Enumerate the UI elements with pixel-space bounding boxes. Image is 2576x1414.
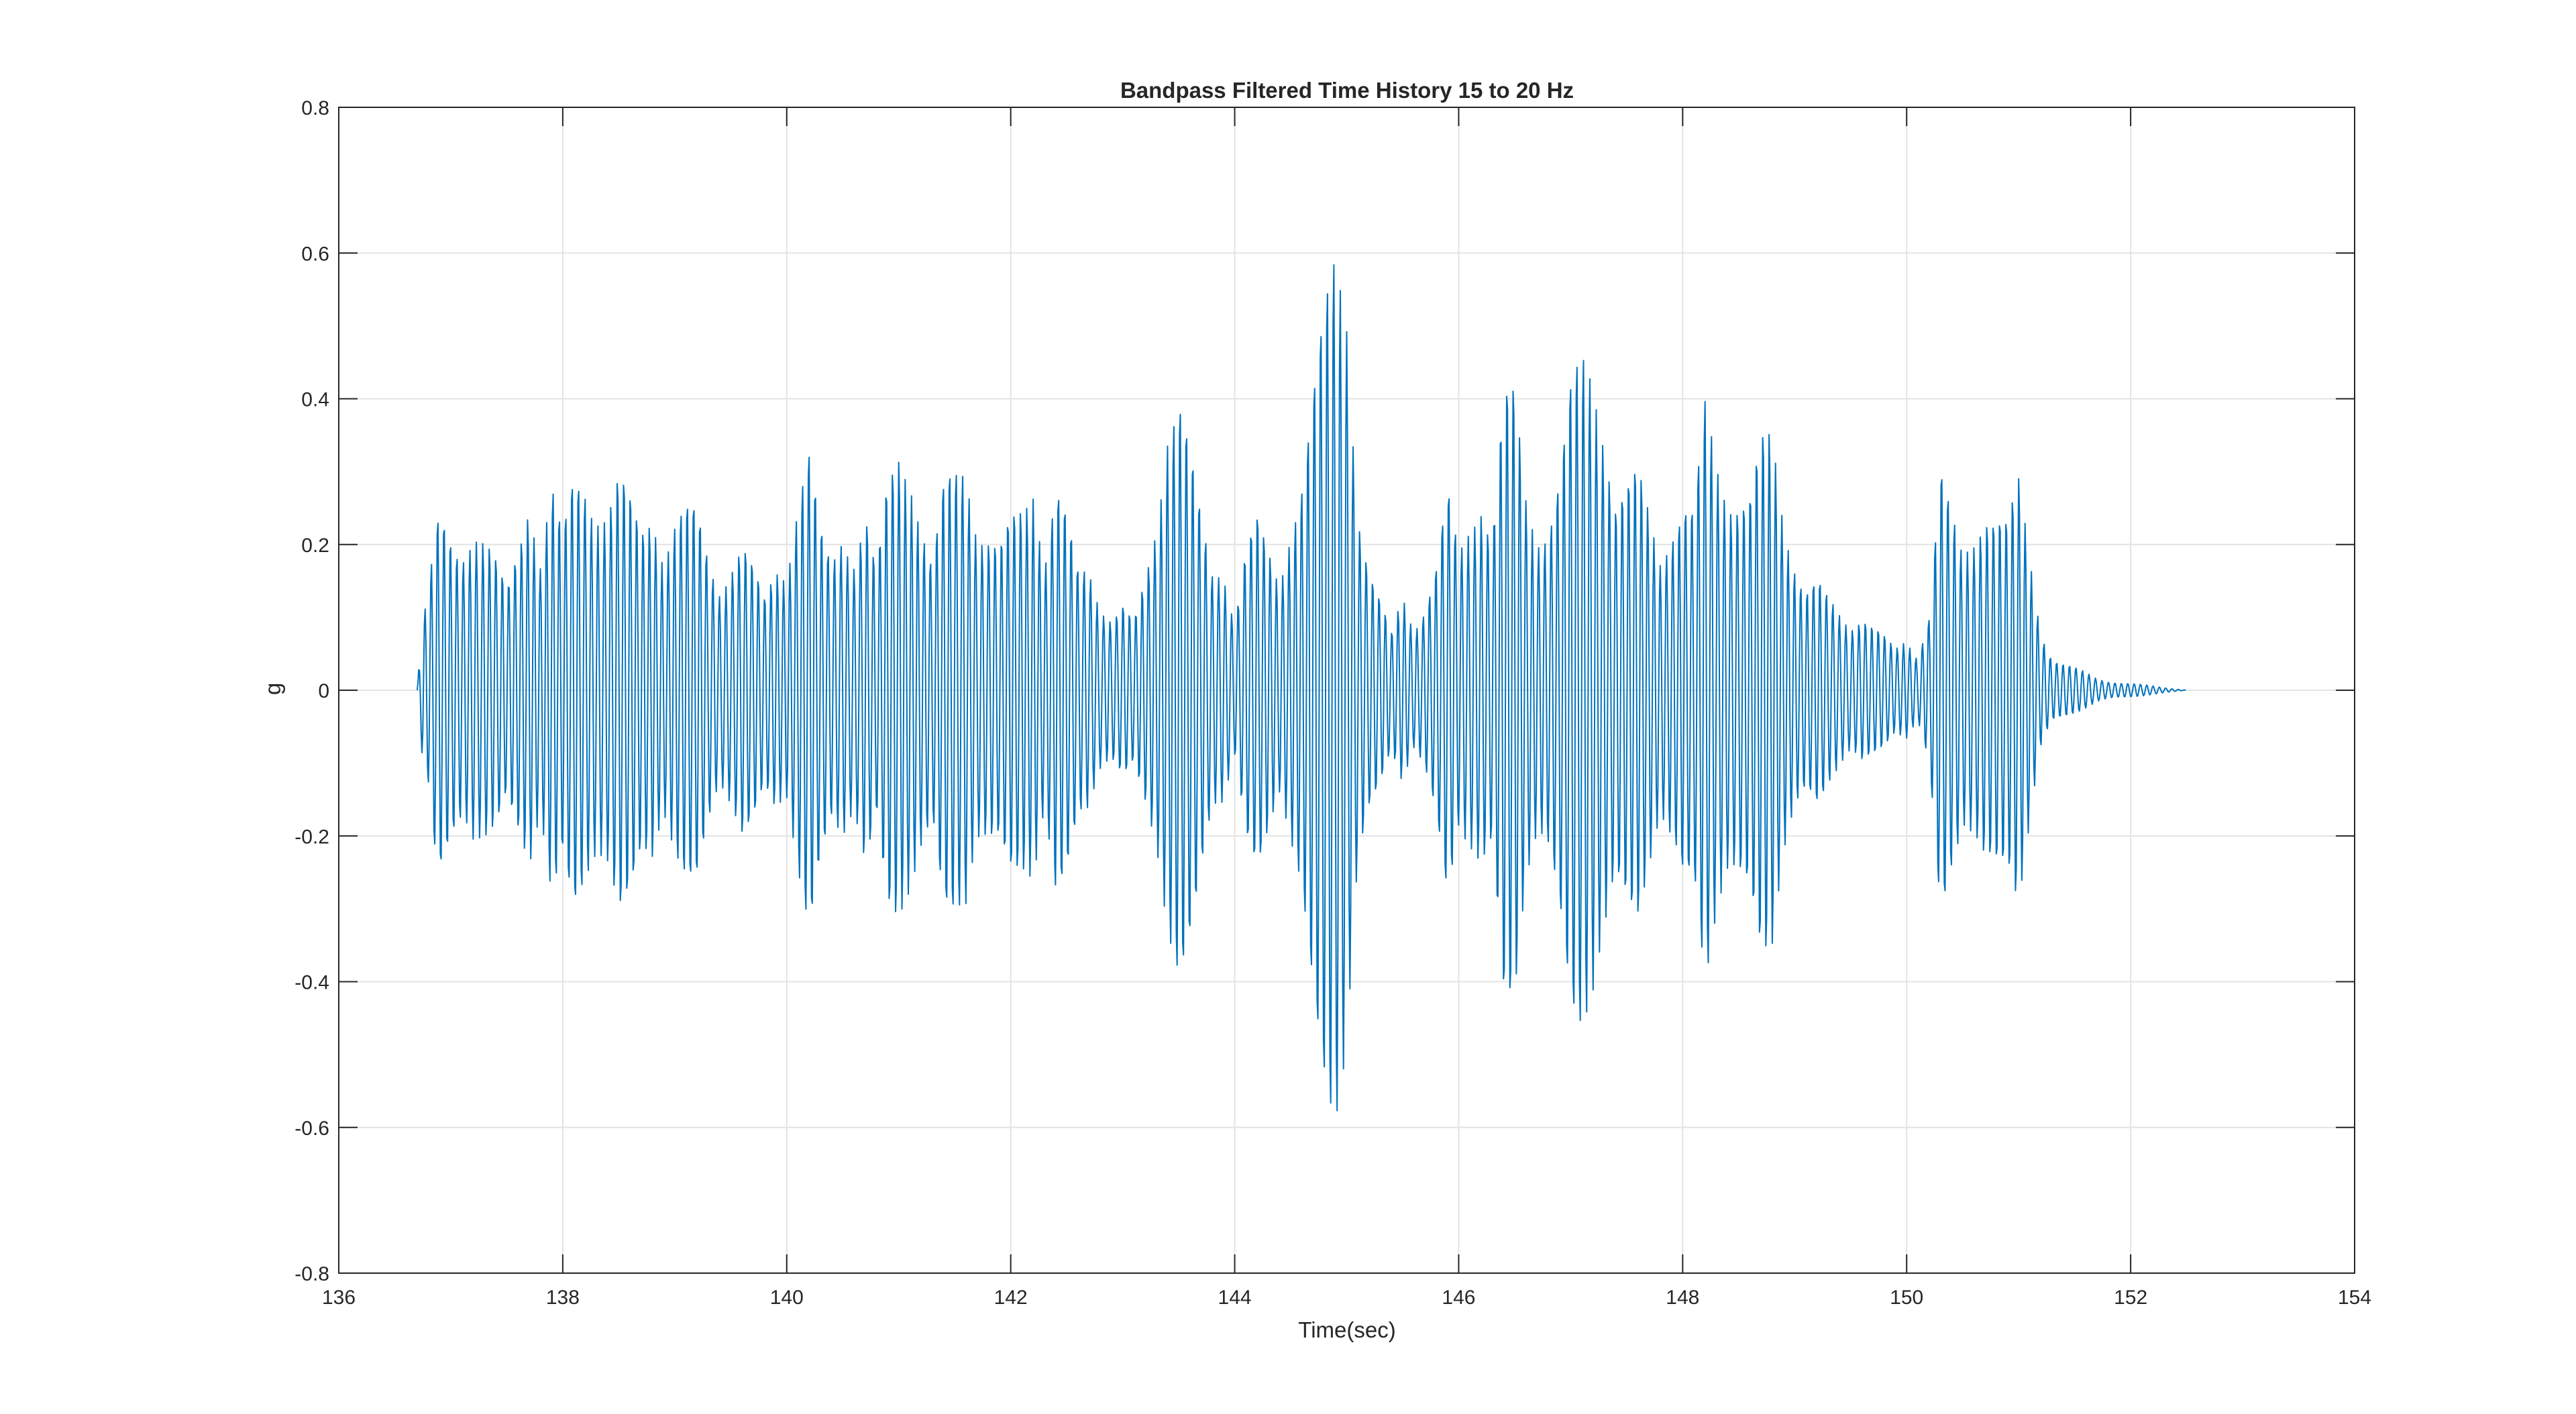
chart-title: Bandpass Filtered Time History 15 to 20 … [1120, 78, 1574, 103]
y-tick-label: 0.8 [301, 97, 329, 119]
y-tick-label: 0.2 [301, 535, 329, 557]
x-tick-label: 154 [2338, 1287, 2371, 1309]
x-tick-label: 148 [1666, 1287, 1699, 1309]
x-tick-label: 150 [1890, 1287, 1923, 1309]
x-tick-label: 146 [1442, 1287, 1475, 1309]
y-tick-label: -0.4 [294, 972, 329, 994]
x-tick-label: 136 [322, 1287, 356, 1309]
tick-labels: 136 138 140 142 144 146 148 150 152 154 -0.8 -0.6 -0… [294, 97, 2371, 1309]
axis-ticks [338, 107, 2355, 1274]
x-tick-label: 140 [770, 1287, 804, 1309]
x-tick-label: 152 [2114, 1287, 2147, 1309]
signal-series-line [416, 264, 2186, 1111]
y-tick-label: -0.6 [294, 1118, 329, 1140]
y-tick-label: -0.2 [294, 826, 329, 848]
plot-area [416, 264, 2186, 1111]
y-tick-label: 0.4 [301, 389, 329, 411]
y-axis-label: g [260, 683, 285, 695]
x-tick-label: 138 [546, 1287, 580, 1309]
x-tick-label: 142 [994, 1287, 1028, 1309]
y-tick-label: -0.8 [294, 1263, 329, 1285]
x-axis-label: Time(sec) [1298, 1317, 1395, 1342]
y-tick-label: 0 [318, 680, 329, 702]
y-tick-label: 0.6 [301, 243, 329, 265]
x-tick-label: 144 [1218, 1287, 1252, 1309]
